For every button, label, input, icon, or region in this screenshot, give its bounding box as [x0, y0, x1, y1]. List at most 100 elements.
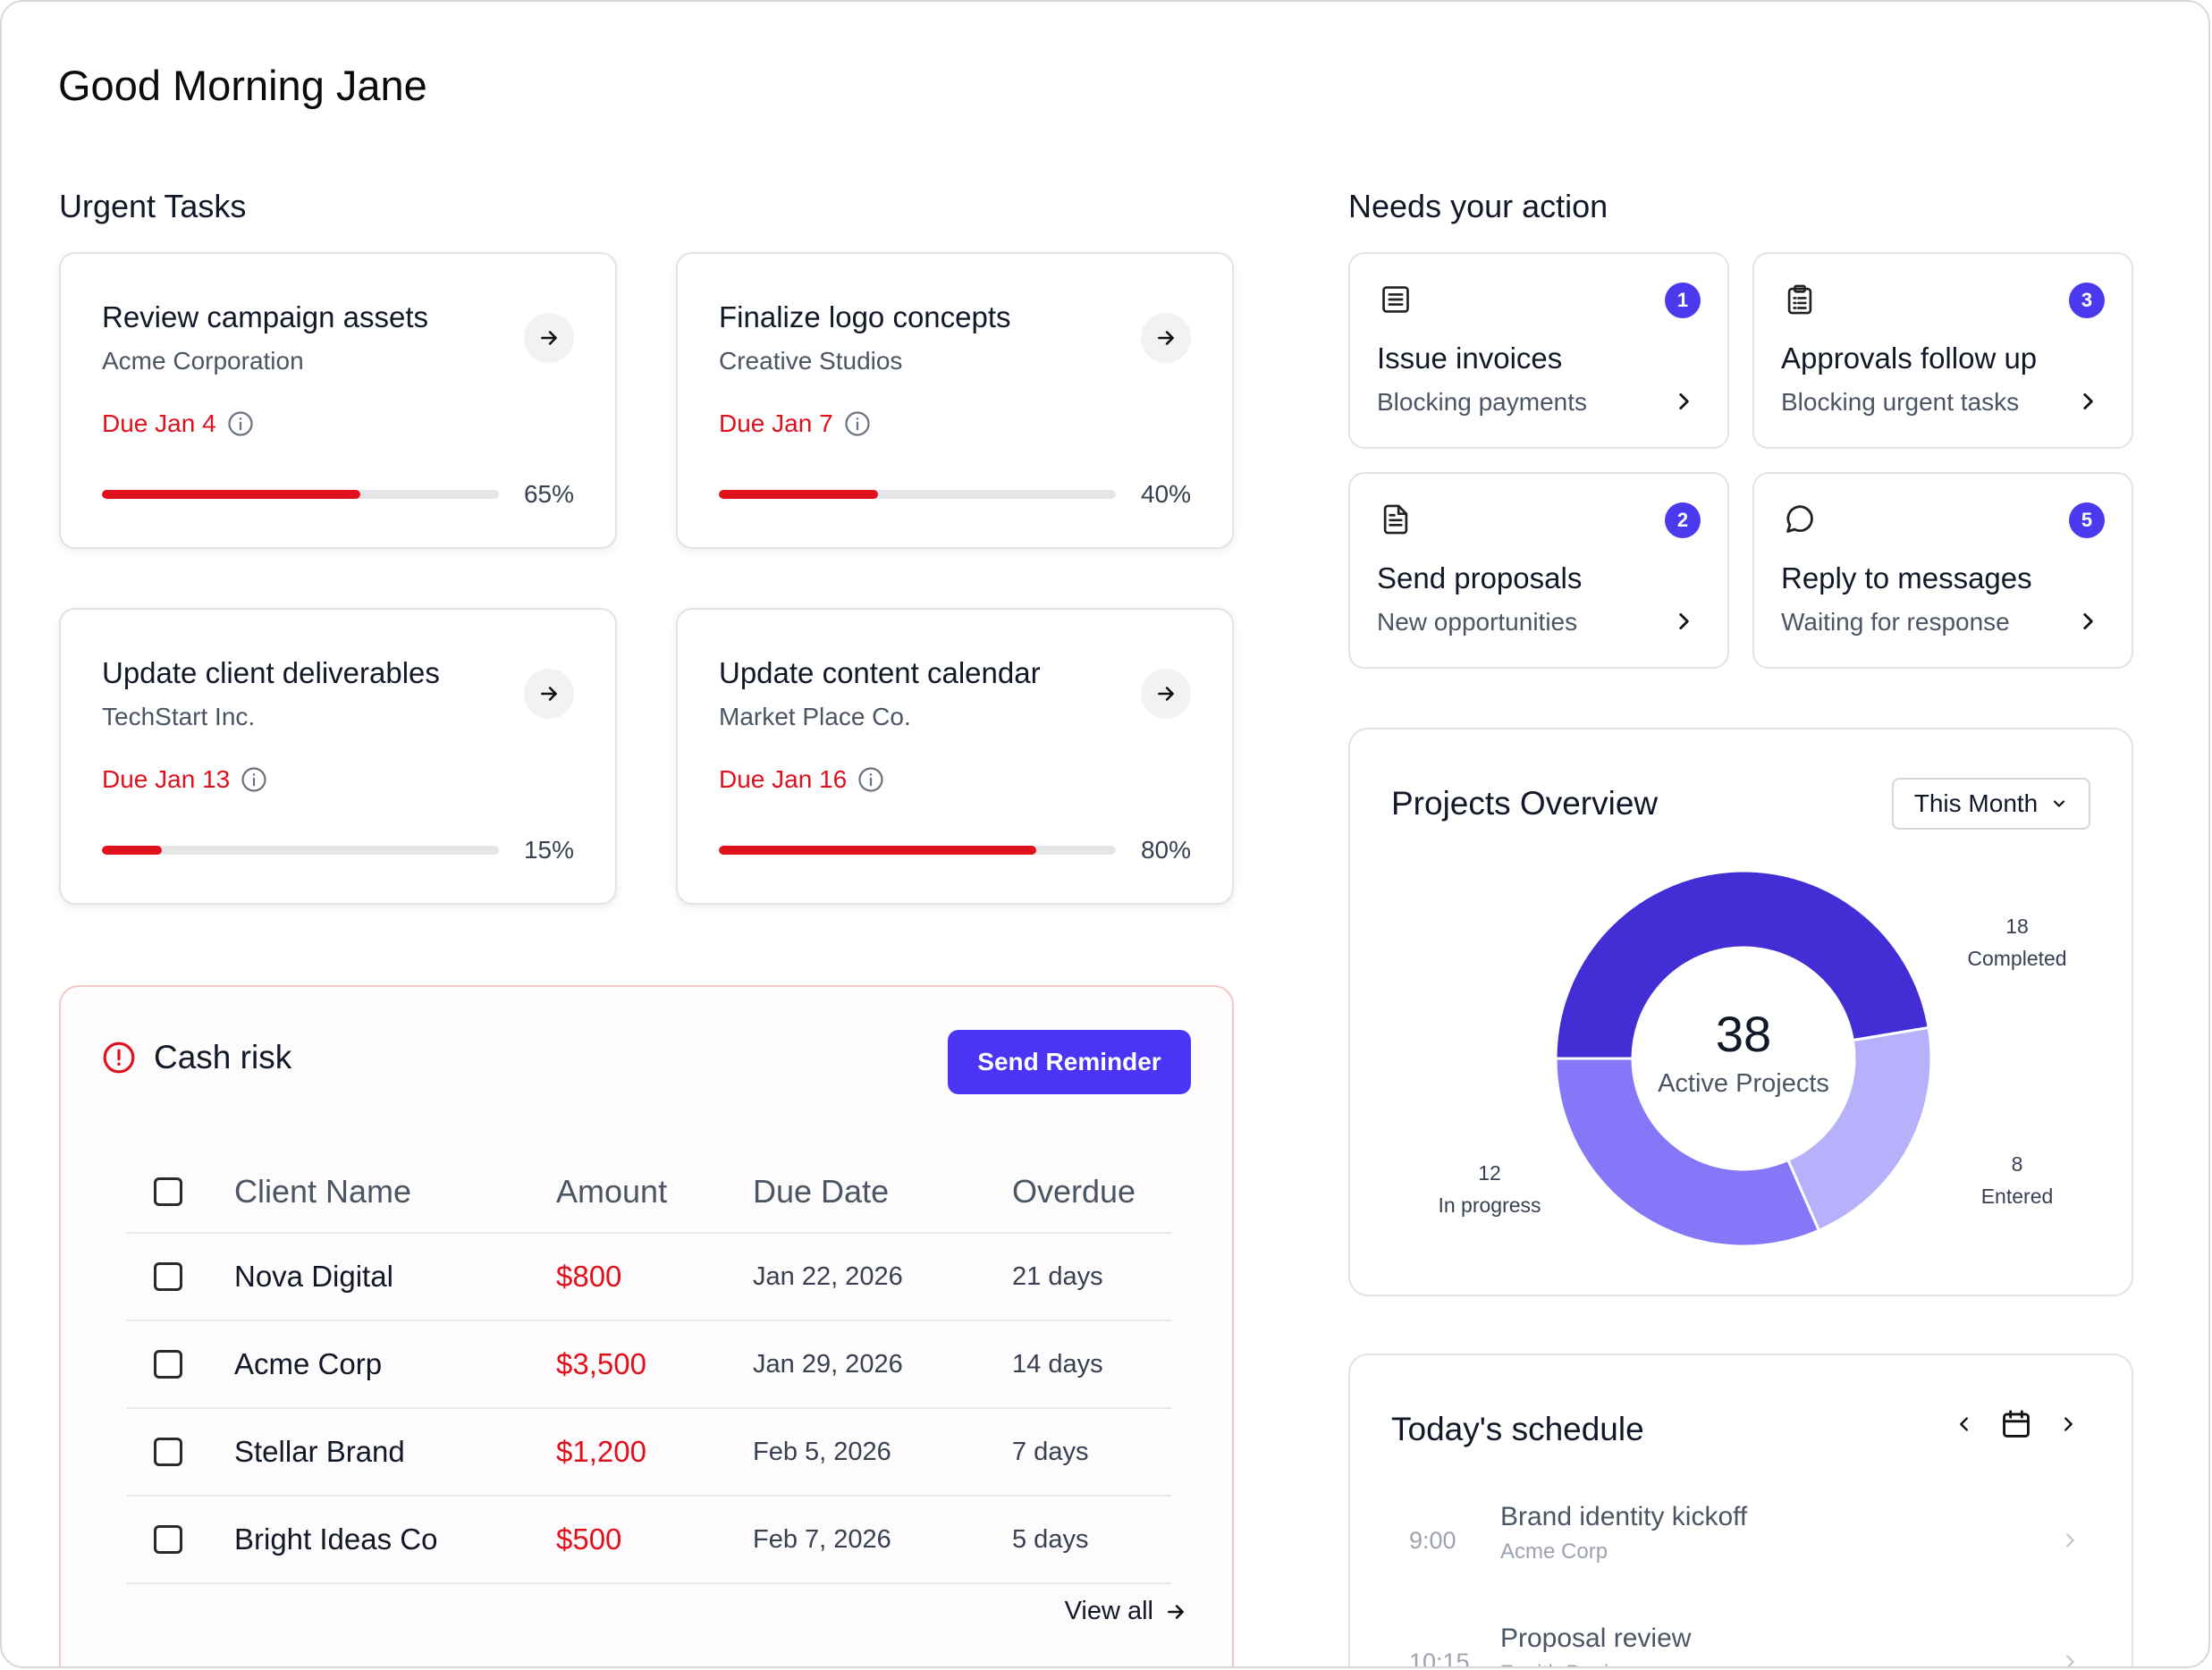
task-client: Market Place Co.: [719, 703, 911, 730]
view-all-link[interactable]: View all: [1065, 1597, 1187, 1626]
schedule-item[interactable]: 9:00 Brand identity kickoff Acme Corp: [1391, 1489, 2098, 1588]
row-checkbox[interactable]: [154, 1438, 182, 1466]
period-select[interactable]: This Month: [1892, 778, 2090, 830]
amount: $500: [556, 1522, 622, 1556]
chevron-down-icon: [2054, 800, 2065, 807]
cash-risk-panel: Cash risk Send Reminder Client Name Amou…: [59, 985, 1234, 1666]
action-subtitle: Blocking payments: [1377, 388, 1588, 416]
amount: $800: [556, 1260, 622, 1293]
chevron-right-icon: [2066, 1655, 2074, 1666]
cash-risk-title: Cash risk: [154, 1039, 292, 1075]
due-label: Due Jan 4: [102, 409, 216, 437]
chevron-right-icon: [1679, 393, 1689, 409]
donut-segment-in-progress[interactable]: [1554, 1057, 1821, 1248]
task-title: Update content calendar: [719, 656, 1041, 689]
info-icon[interactable]: [857, 766, 884, 793]
arrow-right-icon[interactable]: [1141, 669, 1191, 719]
chevron-left-icon[interactable]: [1954, 1414, 1974, 1434]
row-checkbox[interactable]: [154, 1350, 182, 1379]
calendar-icon[interactable]: [1999, 1407, 2033, 1441]
task-title: Review campaign assets: [102, 300, 428, 333]
task-card[interactable]: Update content calendar Market Place Co.…: [676, 608, 1234, 905]
active-projects-count: 38: [1715, 1006, 1772, 1062]
chevron-right-icon[interactable]: [2058, 1414, 2078, 1434]
donut-segment-completed[interactable]: [1554, 869, 1930, 1060]
segment-label-entered: 8 Entered: [1928, 1148, 2106, 1212]
progress-fill: [102, 846, 162, 855]
column-header-overdue[interactable]: Overdue: [1012, 1173, 1136, 1210]
column-header-amount[interactable]: Amount: [556, 1173, 668, 1210]
schedule-time: 9:00: [1409, 1527, 1456, 1554]
task-progress: 40%: [719, 479, 1191, 510]
row-checkbox[interactable]: [154, 1262, 182, 1291]
arrow-right-icon: [1168, 1604, 1184, 1619]
info-icon[interactable]: [844, 410, 871, 437]
count-badge: 2: [1665, 502, 1701, 538]
projects-donut-chart: [1554, 869, 1933, 1248]
due-label: Due Jan 7: [719, 409, 833, 437]
message-bubble-icon: [1786, 505, 1813, 533]
due-date: Jan 22, 2026: [753, 1261, 903, 1291]
action-card-send-proposals[interactable]: 2 Send proposals New opportunities: [1348, 472, 1729, 669]
due-date: Feb 7, 2026: [753, 1524, 891, 1554]
send-reminder-button[interactable]: Send Reminder: [948, 1030, 1191, 1094]
row-checkbox[interactable]: [154, 1525, 182, 1554]
segment-label-completed: 18 Completed: [1928, 910, 2106, 974]
schedule-title: Today's schedule: [1391, 1411, 1644, 1447]
column-header-due-date[interactable]: Due Date: [753, 1173, 890, 1210]
arrow-right-icon[interactable]: [524, 669, 574, 719]
action-title: Issue invoices: [1377, 342, 1563, 375]
task-due-date: Due Jan 16: [719, 765, 884, 794]
arrow-right-icon[interactable]: [524, 313, 574, 363]
action-card-reply-messages[interactable]: 5 Reply to messages Waiting for response: [1752, 472, 2133, 669]
cash-risk-table: Client Name Amount Due Date Overdue Nova…: [127, 1151, 1171, 1584]
schedule-time: 10:15: [1409, 1649, 1470, 1668]
task-due-date: Due Jan 13: [102, 765, 267, 794]
progress-track: [719, 846, 1116, 855]
count-badge: 5: [2069, 502, 2105, 538]
action-subtitle: Blocking urgent tasks: [1781, 388, 2020, 416]
count-badge: 1: [1665, 283, 1701, 318]
task-card[interactable]: Review campaign assets Acme Corporation …: [59, 252, 617, 549]
schedule-item[interactable]: 10:15 Proposal review Zenith Design: [1391, 1611, 2098, 1668]
donut-segment-entered[interactable]: [1786, 1025, 1933, 1233]
period-select-value: This Month: [1913, 789, 2039, 817]
progress-fill: [719, 490, 878, 499]
segment-name: Completed: [1967, 947, 2067, 970]
table-header-row: Client Name Amount Due Date Overdue: [127, 1151, 1171, 1234]
greeting-heading: Good Morning Jane: [58, 62, 427, 109]
action-card-approvals[interactable]: 3 Approvals follow up Blocking urgent ta…: [1752, 252, 2133, 449]
task-client: Acme Corporation: [102, 347, 304, 375]
table-row[interactable]: Acme Corp $3,500 Jan 29, 2026 14 days: [127, 1321, 1171, 1409]
chevron-right-icon: [2083, 613, 2093, 629]
urgent-tasks-title: Urgent Tasks: [59, 188, 247, 224]
info-icon[interactable]: [227, 410, 254, 437]
arrow-right-icon[interactable]: [1141, 313, 1191, 363]
select-all-checkbox[interactable]: [154, 1177, 182, 1206]
task-card[interactable]: Finalize logo concepts Creative Studios …: [676, 252, 1234, 549]
action-title: Send proposals: [1377, 561, 1583, 595]
overdue-days: 7 days: [1012, 1437, 1089, 1466]
progress-fill: [102, 490, 360, 499]
list-document-icon: [1382, 286, 1409, 313]
segment-count: 18: [2005, 915, 2029, 938]
chevron-right-icon: [1679, 613, 1689, 629]
table-row[interactable]: Bright Ideas Co $500 Feb 7, 2026 5 days: [127, 1497, 1171, 1584]
info-icon[interactable]: [241, 766, 267, 793]
alert-circle-icon: [103, 1042, 135, 1074]
projects-overview-panel: Projects Overview This Month 38 Active P…: [1348, 728, 2133, 1296]
client-name: Nova Digital: [234, 1260, 393, 1293]
schedule-panel: Today's schedule 9:00 Brand identity kic…: [1348, 1354, 2133, 1668]
table-row[interactable]: Stellar Brand $1,200 Feb 5, 2026 7 days: [127, 1409, 1171, 1497]
progress-percent: 40%: [1140, 480, 1191, 508]
due-label: Due Jan 13: [102, 765, 231, 793]
progress-track: [719, 490, 1116, 499]
amount: $3,500: [556, 1347, 646, 1380]
table-row[interactable]: Nova Digital $800 Jan 22, 2026 21 days: [127, 1234, 1171, 1321]
action-card-issue-invoices[interactable]: 1 Issue invoices Blocking payments: [1348, 252, 1729, 449]
column-header-client[interactable]: Client Name: [234, 1173, 412, 1210]
task-card[interactable]: Update client deliverables TechStart Inc…: [59, 608, 617, 905]
progress-track: [102, 490, 499, 499]
task-progress: 15%: [102, 835, 574, 865]
